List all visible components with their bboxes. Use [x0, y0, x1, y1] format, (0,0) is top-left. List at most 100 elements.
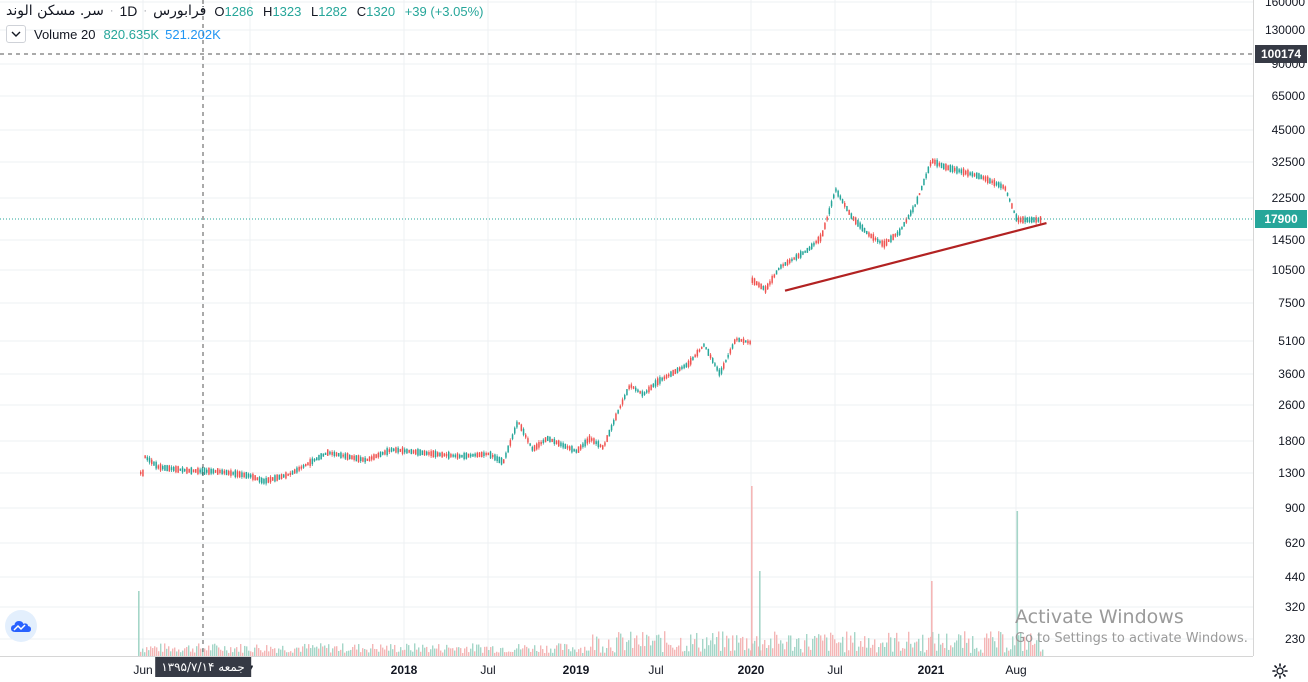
volume-bar	[540, 645, 542, 656]
volume-bar	[738, 642, 740, 656]
volume-bar	[410, 650, 412, 656]
collapse-legend-button[interactable]	[6, 25, 26, 43]
candle	[212, 469, 215, 474]
volume-bar	[734, 650, 736, 656]
volume-bar	[188, 645, 190, 656]
volume-bar	[610, 647, 612, 656]
candle	[329, 451, 331, 455]
price-axis-label: 65000	[1271, 89, 1305, 103]
candle	[984, 176, 987, 182]
price-axis-label: 2600	[1278, 398, 1305, 412]
candle	[159, 464, 162, 471]
volume-bar	[760, 650, 762, 656]
candle	[298, 466, 300, 471]
volume-bar	[578, 649, 580, 656]
candle	[973, 173, 976, 177]
candle	[646, 390, 648, 393]
candle	[729, 349, 732, 354]
volume-bar	[464, 648, 466, 656]
ohlc-values: O1286 H1323 L1282 C1320 +39 (+3.05%)	[214, 4, 489, 19]
interval-label[interactable]: 1D	[119, 3, 138, 19]
candle	[756, 281, 758, 286]
volume-bar	[1004, 652, 1006, 656]
candle	[1009, 198, 1011, 202]
candle	[410, 449, 413, 455]
volume-bar	[502, 647, 504, 656]
volume-bar	[474, 651, 476, 656]
tradingview-logo[interactable]	[5, 610, 37, 642]
candle	[527, 438, 529, 443]
volume-bar	[630, 631, 632, 656]
symbol-name[interactable]: سر. مسکن الوند	[6, 3, 104, 19]
candle	[661, 377, 663, 381]
candle	[747, 340, 749, 344]
volume-bar	[150, 646, 152, 656]
volume-bar	[316, 646, 318, 656]
volume-bar	[586, 650, 588, 656]
candle	[522, 428, 525, 435]
volume-bar	[222, 650, 224, 656]
candle	[476, 452, 479, 457]
volume-bar	[356, 649, 358, 656]
candle	[764, 286, 767, 293]
volume-bar	[476, 644, 478, 656]
volume-bar	[272, 648, 274, 656]
volume-bar	[788, 635, 790, 656]
candle	[670, 371, 672, 377]
candle	[676, 367, 679, 373]
volume-bar	[808, 646, 810, 656]
volume-bar	[966, 642, 968, 656]
candle	[998, 182, 1000, 188]
candle	[1020, 217, 1022, 223]
candle	[531, 446, 534, 451]
volume-bar	[678, 645, 680, 656]
volume-indicator-name[interactable]: Volume 20	[34, 26, 96, 42]
chart-settings-button[interactable]	[1270, 661, 1290, 681]
volume-bar	[218, 647, 220, 656]
candle	[265, 477, 267, 484]
volume-bar	[390, 644, 392, 656]
volume-bar	[646, 634, 648, 656]
candle	[727, 354, 729, 358]
candle	[269, 476, 272, 483]
volume-bar	[660, 637, 662, 656]
candle	[901, 226, 903, 230]
volume-bar	[536, 650, 538, 656]
candle	[228, 470, 230, 475]
chart-pane[interactable]	[0, 0, 1253, 656]
volume-bar	[560, 643, 562, 656]
volume-bar	[556, 645, 558, 656]
candle	[415, 449, 417, 455]
volume-bar	[252, 652, 254, 656]
candle	[958, 169, 960, 173]
candle	[835, 188, 837, 192]
volume-bar	[484, 646, 486, 656]
price-axis-label: 45000	[1271, 123, 1305, 137]
candle	[751, 277, 754, 283]
candle	[903, 222, 905, 227]
candle	[544, 437, 547, 443]
volume-bar	[594, 650, 596, 656]
candle	[960, 169, 963, 174]
candle	[560, 442, 562, 447]
volume-bar	[370, 648, 372, 656]
candle	[769, 281, 771, 285]
volume-bar	[192, 648, 194, 656]
candle	[663, 376, 666, 380]
candle	[384, 450, 386, 455]
volume-bar	[382, 647, 384, 656]
price-axis[interactable]: 160000 130000 90000 65000 45000 32500 22500 145…	[1253, 0, 1308, 656]
candle	[712, 358, 714, 363]
candle	[520, 424, 523, 431]
volume-bar	[394, 644, 396, 656]
candle	[859, 222, 861, 229]
candle	[188, 468, 190, 473]
candle	[553, 438, 556, 444]
candle	[811, 243, 813, 250]
price-chart[interactable]	[0, 0, 1253, 656]
candle	[322, 453, 325, 457]
candle	[437, 452, 439, 457]
volume-bar	[664, 631, 666, 656]
candle	[679, 367, 681, 371]
volume-bar	[368, 652, 370, 656]
